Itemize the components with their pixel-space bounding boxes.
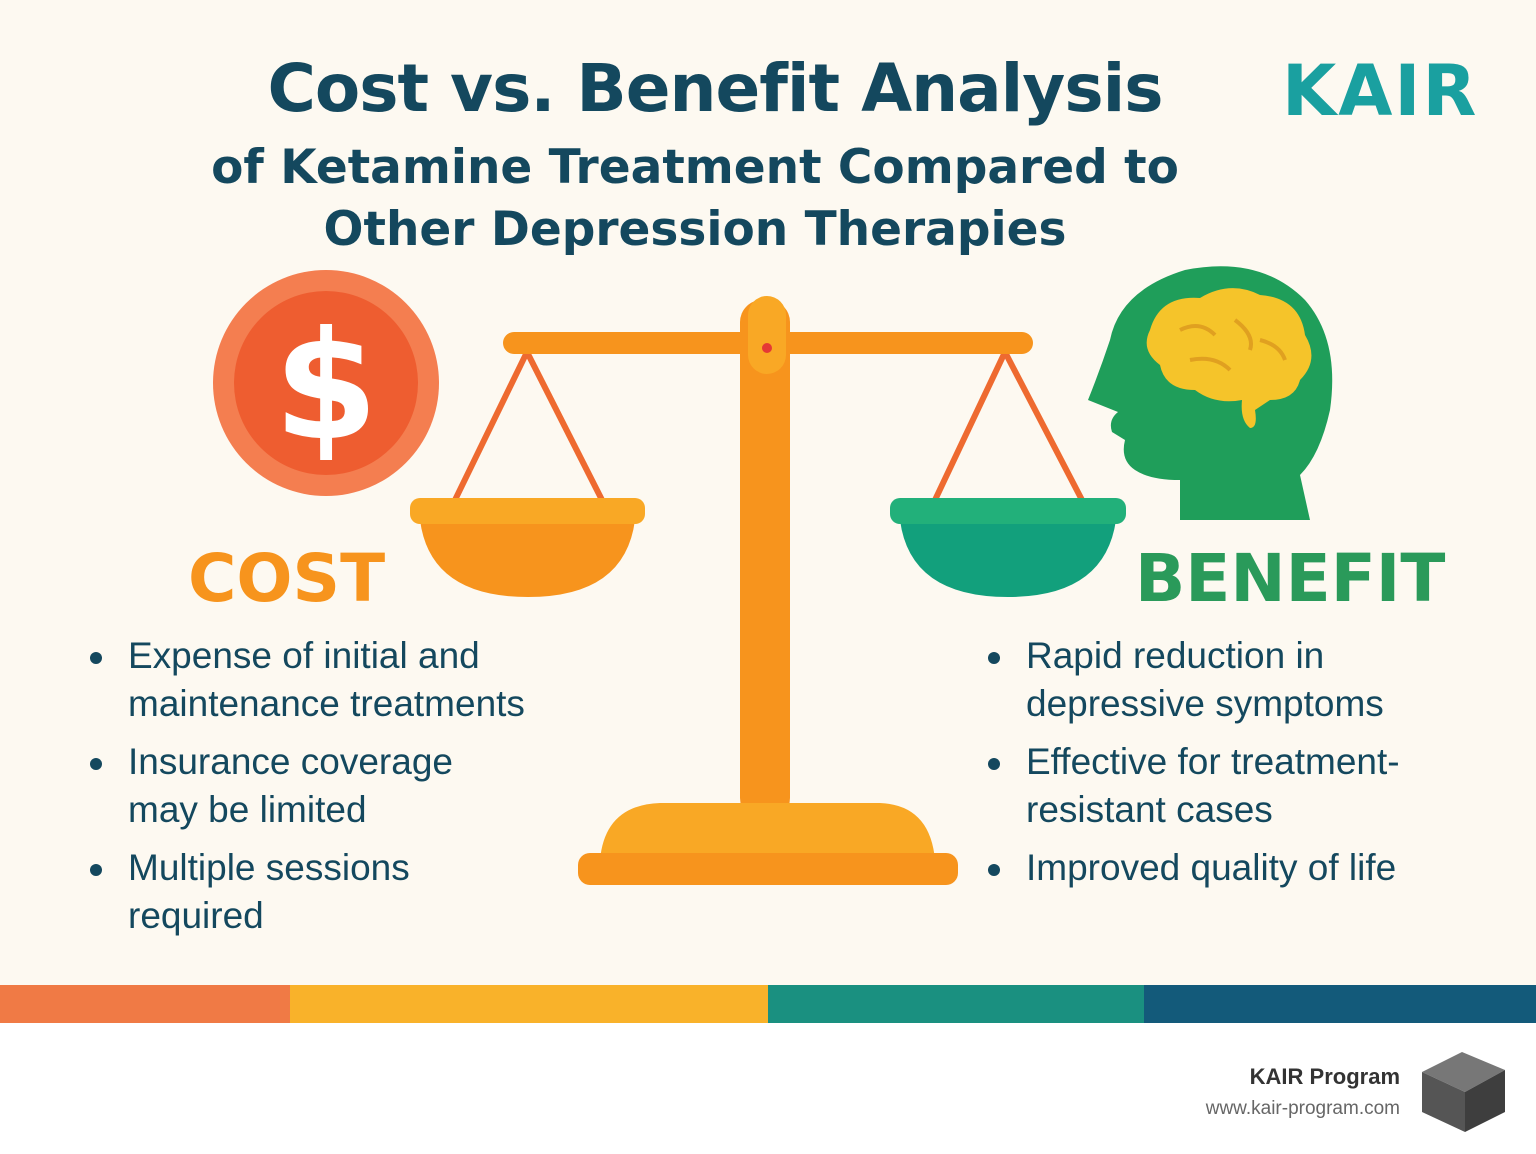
pivot-pin [762,343,772,353]
subtitle: of Ketamine Treatment Compared to [211,140,1179,195]
list-item-line: Multiple sessions [128,847,410,888]
cost-pan-rim [410,498,645,524]
stripe [1144,985,1536,1023]
stripe [768,985,1144,1023]
subtitle: Other Depression Therapies [323,202,1067,257]
list-item-line: Insurance coverage [128,741,453,782]
cube-icon [1422,1072,1465,1132]
cube-icon [1465,1070,1505,1132]
list-item-line: Effective for treatment- [1026,741,1400,782]
list-item-line: Improved quality of life [1026,847,1397,888]
benefit-pan [900,520,1116,597]
list-item-line: resistant cases [1026,789,1273,830]
footer-name: KAIR Program [1249,1064,1400,1089]
title: Cost vs. Benefit Analysis [267,50,1163,127]
scale-base [600,803,935,860]
benefit-list: Rapid reduction in depressive symptoms Eff… [988,632,1400,902]
list-item: Insurance coverage may be limited [90,738,525,834]
scale-post [740,300,790,820]
pivot [748,296,786,374]
list-item-line: required [128,895,264,936]
list-item: Multiple sessions required [90,844,525,940]
strings [452,350,1085,502]
list-item-line: Expense of initial and [128,635,480,676]
cost-pan [420,520,635,597]
list-item: Rapid reduction in depressive symptoms [988,632,1400,728]
stripe [290,985,768,1023]
list-item: Effective for treatment-resistant cases [988,738,1400,834]
list-item: Improved quality of life [988,844,1400,892]
scale-foot [578,853,958,885]
coin-inner [234,291,418,475]
list-item-line: maintenance treatments [128,683,525,724]
benefit-label: BENEFIT [1135,540,1446,617]
list-item-line: may be limited [128,789,367,830]
logo: KAIR [1282,50,1479,132]
benefit-pan-rim [890,498,1126,524]
footer-url: www.kair-program.com [1205,1098,1400,1119]
brain-folds [1179,318,1287,372]
cube-icon [1422,1052,1505,1092]
dollar-sign: $ [273,300,379,474]
cost-label: COST [188,540,386,617]
brain-icon [1146,288,1312,428]
list-item-line: Rapid reduction in [1026,635,1325,676]
list-item: Expense of initial and maintenance treatm… [90,632,525,728]
list-item-line: depressive symptoms [1026,683,1384,724]
stripe [0,985,290,1023]
cost-list: Expense of initial and maintenance treatm… [90,632,525,950]
